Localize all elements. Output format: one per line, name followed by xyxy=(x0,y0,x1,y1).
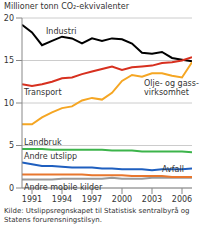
svg-text:0: 0 xyxy=(9,184,14,193)
svg-text:Transport: Transport xyxy=(23,88,62,97)
svg-text:1991: 1991 xyxy=(22,195,42,204)
svg-text:10: 10 xyxy=(8,99,14,108)
svg-text:20: 20 xyxy=(8,14,14,23)
svg-text:2003: 2003 xyxy=(142,195,162,204)
html-text:Millioner tonn CO₂-ekvivalente: Millioner tonn CO₂-ekvivalenter xyxy=(4,2,129,11)
svg-text:2006: 2006 xyxy=(172,195,192,204)
svg-text:15: 15 xyxy=(8,56,14,65)
svg-text:Olje- og gass-virksomhet: Olje- og gass-virksomhet xyxy=(144,79,198,97)
svg-text:Industri: Industri xyxy=(46,27,76,36)
svg-text:Avfall: Avfall xyxy=(162,165,184,174)
html-text:Kilde: Utslippsregnskapet til: Kilde: Utslippsregnskapet til Statistisk… xyxy=(4,207,190,224)
svg-text:1994: 1994 xyxy=(52,195,72,204)
svg-text:2000: 2000 xyxy=(112,195,132,204)
svg-text:1997: 1997 xyxy=(82,195,102,204)
svg-text:Andre utslipp: Andre utslipp xyxy=(24,152,77,161)
svg-text:Andre mobile kilder: Andre mobile kilder xyxy=(24,183,103,192)
svg-text:Landbruk: Landbruk xyxy=(24,138,62,147)
svg-text:5: 5 xyxy=(9,141,14,150)
